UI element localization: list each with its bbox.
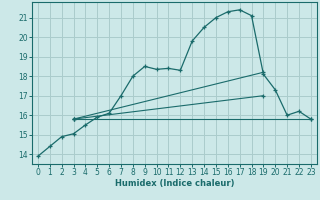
- X-axis label: Humidex (Indice chaleur): Humidex (Indice chaleur): [115, 179, 234, 188]
